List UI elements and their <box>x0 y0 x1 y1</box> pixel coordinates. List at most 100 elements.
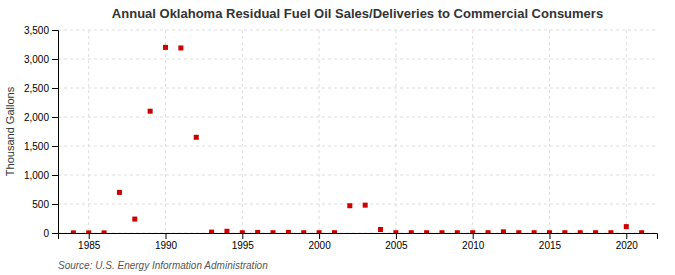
point <box>501 229 506 233</box>
x-axis-line <box>59 234 658 240</box>
x-grid-line <box>319 30 320 233</box>
x-tick: 2000 <box>308 233 331 251</box>
point <box>117 190 122 195</box>
x-tick-mark <box>89 233 90 239</box>
y-tick-mark <box>52 175 58 176</box>
plot-area: 1985 1990 1995 2000 2005 2010 2015 2020 0 500 1,00… <box>24 25 658 251</box>
point <box>163 45 168 50</box>
point <box>301 230 306 233</box>
y-tick: 0 <box>43 228 58 239</box>
point <box>286 230 291 233</box>
y-grid-line <box>58 117 657 118</box>
y-grid-line <box>58 88 657 89</box>
point <box>102 230 107 233</box>
y-grid-line <box>58 30 657 31</box>
x-tick-mark <box>626 233 627 239</box>
x-tick: 1985 <box>78 233 101 251</box>
point <box>578 230 583 233</box>
x-tick-label: 2010 <box>462 240 485 251</box>
y-tick-mark <box>52 204 58 205</box>
point <box>409 230 414 233</box>
point <box>71 230 76 233</box>
x-axis: 1985 1990 1995 2000 2005 2010 2015 2020 <box>59 233 658 251</box>
x-tick-label: 1990 <box>155 240 178 251</box>
y-tick: 3,000 <box>24 54 58 65</box>
y-axis: 0 500 1,000 1,500 2,000 2,500 3,000 3,500 <box>24 25 59 239</box>
chart: 1985 1990 1995 2000 2005 2010 2015 2020 0 500 1,00… <box>0 0 675 275</box>
x-tick: 1990 <box>155 233 178 251</box>
y-grid-line <box>58 146 657 147</box>
point <box>378 227 383 232</box>
y-tick-mark <box>52 59 58 60</box>
y-tick: 2,500 <box>24 83 58 94</box>
source-note: Source: U.S. Energy Information Administ… <box>58 260 268 271</box>
x-tick-label: 2015 <box>539 240 562 251</box>
x-tick-label: 2005 <box>385 240 408 251</box>
point <box>547 230 552 233</box>
point <box>562 230 567 233</box>
point <box>240 230 245 233</box>
x-tick: 2020 <box>616 233 639 251</box>
y-tick: 1,000 <box>24 170 58 181</box>
point <box>486 230 491 233</box>
point <box>624 224 629 229</box>
y-tick-label: 0 <box>43 228 49 239</box>
point <box>209 230 214 233</box>
y-tick: 3,500 <box>24 25 58 36</box>
title: Annual Oklahoma Residual Fuel Oil Sales/… <box>112 6 603 21</box>
x-tick-mark <box>549 233 550 239</box>
x-tick-mark <box>473 233 474 239</box>
x-tick-label: 2020 <box>616 240 639 251</box>
point <box>424 230 429 233</box>
y-grid-line <box>58 175 657 176</box>
x-tick-mark <box>319 233 320 239</box>
y-tick: 2,000 <box>24 112 58 123</box>
point <box>178 45 183 50</box>
x-grid-line <box>549 30 550 233</box>
y-tick-mark <box>52 117 58 118</box>
x-tick: 1995 <box>232 233 255 251</box>
y-grid-line <box>58 204 657 205</box>
x-grid-line <box>395 30 396 233</box>
y-tick-label: 3,500 <box>24 25 49 36</box>
x-tick: 2010 <box>462 233 485 251</box>
y-tick-mark <box>52 146 58 147</box>
grid <box>58 30 657 233</box>
y-grid-line <box>58 59 657 60</box>
y-tick-mark <box>52 30 58 31</box>
point <box>271 230 276 233</box>
y-tick-label: 3,000 <box>24 54 49 65</box>
y-tick-label: 2,500 <box>24 83 49 94</box>
point <box>532 230 537 233</box>
y-tick-label: 1,000 <box>24 170 49 181</box>
point <box>393 230 398 233</box>
point <box>317 230 322 233</box>
x-tick-label: 1995 <box>232 240 255 251</box>
point <box>332 230 337 233</box>
point <box>86 230 91 233</box>
point <box>255 230 260 233</box>
x-tick: 2015 <box>539 233 562 251</box>
x-tick-mark <box>166 233 167 239</box>
y-tick: 500 <box>32 199 58 210</box>
point <box>347 203 352 208</box>
point <box>148 109 153 114</box>
point <box>363 203 368 208</box>
point <box>470 230 475 233</box>
y-tick-mark <box>52 233 58 234</box>
x-tick-mark <box>242 233 243 239</box>
point <box>194 135 199 140</box>
point <box>516 230 521 233</box>
x-grid-line <box>165 30 166 233</box>
point <box>639 230 644 233</box>
x-tick: 2005 <box>385 233 408 251</box>
point <box>608 230 613 233</box>
y-tick-label: 1,500 <box>24 141 49 152</box>
x-tick-label: 2000 <box>308 240 331 251</box>
x-grid-line <box>472 30 473 233</box>
y-tick: 1,500 <box>24 141 58 152</box>
point <box>439 230 444 233</box>
y-tick-label: 500 <box>32 199 49 210</box>
y-axis-line <box>52 31 59 234</box>
point <box>132 217 137 222</box>
